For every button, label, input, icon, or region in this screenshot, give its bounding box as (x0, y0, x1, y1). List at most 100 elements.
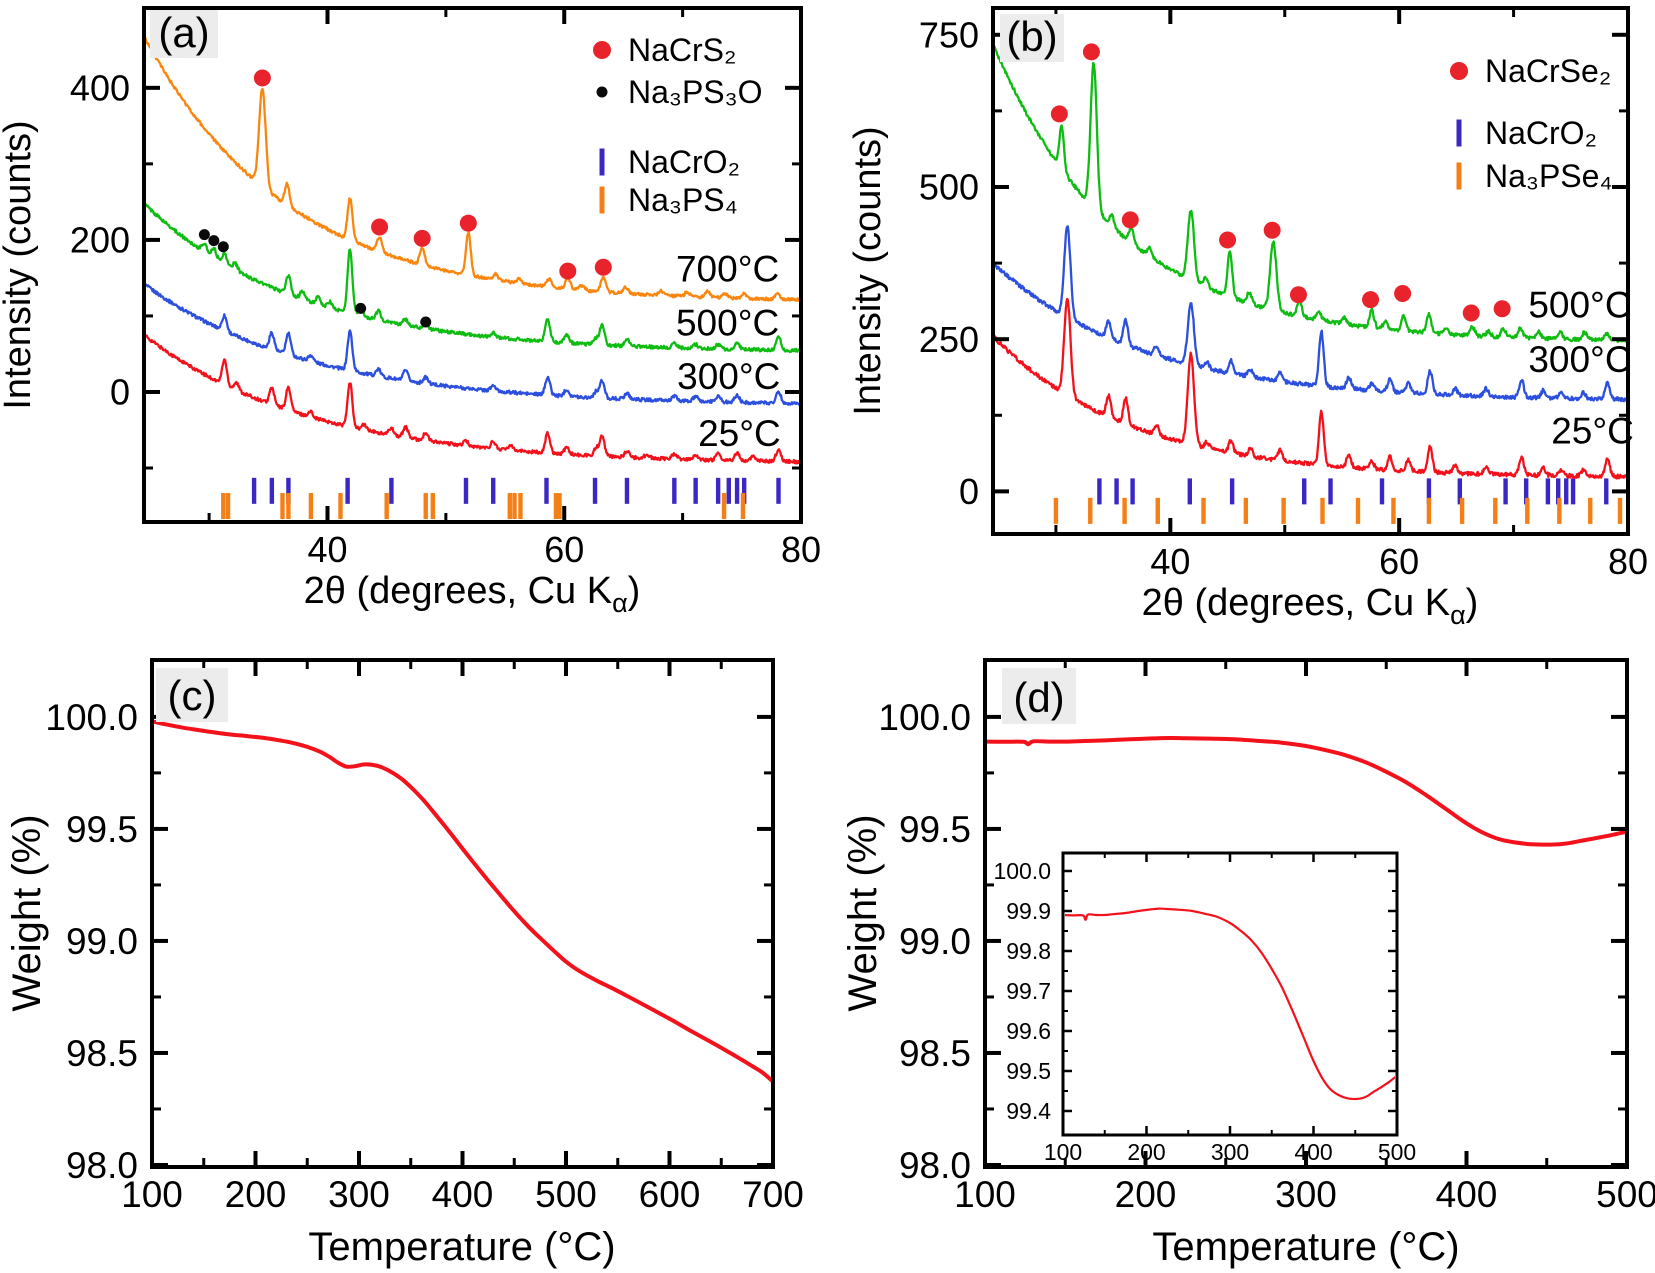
x-tick-label: 200 (1127, 1139, 1165, 1165)
y-tick-label: 0 (110, 372, 130, 413)
reference-tick (1114, 478, 1119, 505)
legend-label: NaCrS₂ (628, 32, 736, 68)
legend-label: Na₃PS₄ (628, 182, 738, 218)
series-temperature-label: 300°C (1528, 339, 1631, 380)
plot-border (150, 658, 775, 1169)
phase-marker-dot (413, 229, 431, 247)
reference-tick (553, 493, 559, 520)
reference-tick (1281, 497, 1286, 524)
phase-marker-dot (1121, 211, 1139, 229)
x-tick-label: 100 (121, 1174, 183, 1215)
inset-background (1063, 853, 1397, 1135)
x-tick-label: 80 (781, 529, 821, 570)
x-tick-label: 300 (1275, 1174, 1337, 1215)
legend-label: Na₃PS₃O (628, 74, 763, 110)
panel-d-inset: 100 200 300 400 500 100.0 99.9 99.8 99.7 99.6 99.5… (993, 851, 1416, 1165)
reference-tick (1557, 497, 1562, 524)
reference-tick (423, 493, 428, 520)
x-title-main: 2θ (degrees, Cu K (1142, 582, 1450, 624)
series-temperature-label: 700°C (676, 249, 779, 290)
x-tick-label: 500 (1596, 1174, 1655, 1215)
reference-tick (286, 477, 291, 504)
y-tick-label: 98.5 (66, 1033, 138, 1074)
panel-d-curve (987, 735, 1625, 847)
y-tick-label: 0 (959, 471, 979, 512)
legend-marker-bar (1456, 162, 1462, 190)
x-tick-label: 200 (225, 1174, 287, 1215)
xrd-curve-700°C (146, 37, 799, 303)
legend-marker-dot (596, 86, 608, 98)
reference-tick (1426, 497, 1432, 524)
reference-tick (1604, 478, 1609, 505)
phase-marker-dot (198, 229, 210, 241)
x-tick-label: 400 (1294, 1139, 1332, 1165)
panel-a-reference-ticks (221, 477, 781, 520)
reference-tick (1320, 497, 1325, 524)
phase-marker-dot (1263, 221, 1281, 239)
y-tick-label: 100.0 (45, 697, 138, 738)
reference-tick (544, 477, 549, 504)
y-tick-label: 99.6 (1006, 1018, 1051, 1044)
reference-tick (1525, 497, 1530, 524)
y-tick-label: 250 (919, 319, 979, 360)
axes-group: 100 200 300 400 500 100.0 99.5 99.0 98.5 98.0 (878, 658, 1655, 1215)
reference-tick (715, 477, 721, 504)
legend-marker-bar (599, 148, 605, 176)
xrd-curve-500°C (146, 202, 799, 354)
panel-b-reference-ticks (1053, 478, 1623, 524)
phase-marker-dot (420, 316, 432, 328)
reference-tick (776, 477, 781, 504)
axes-group: 100 200 300 400 500 100.0 99.9 99.8 99.7 99.6 99.5… (993, 851, 1416, 1165)
x-tick-label: 400 (1436, 1174, 1498, 1215)
x-tick-label: 100 (1044, 1139, 1082, 1165)
y-tick-label: 99.5 (1006, 1058, 1051, 1084)
reference-tick (1097, 478, 1102, 505)
legend-label: NaCrSe₂ (1485, 53, 1611, 89)
x-tick-label: 300 (328, 1174, 390, 1215)
xrd-curve-25°C (995, 297, 1626, 480)
y-tick-label: 400 (70, 67, 130, 108)
x-tick-label: 200 (1115, 1174, 1177, 1215)
reference-tick (1155, 497, 1160, 524)
panel-c-axes: 100 200 300 400 500 600 700 100.0 99.5 99.0 98.5 98… (45, 658, 804, 1215)
panel-a-curves (146, 37, 799, 465)
reference-tick (225, 493, 231, 520)
reference-tick (384, 493, 389, 520)
panel-b-letter: (b) (1006, 13, 1057, 60)
reference-tick (1328, 478, 1333, 505)
reference-tick (1187, 478, 1192, 505)
reference-tick (741, 477, 747, 504)
inset-tga-curve (1065, 907, 1395, 1101)
series-temperature-label: 25°C (698, 413, 781, 454)
x-tick-label: 300 (1211, 1139, 1249, 1165)
phase-marker-dot (1050, 105, 1068, 123)
panel-c-curve (154, 719, 771, 1083)
reference-tick (518, 493, 523, 520)
panel-a-axes: 40 60 80 400 200 0 (70, 6, 821, 570)
x-tick-label: 40 (1150, 541, 1190, 582)
legend-marker-bar (1456, 119, 1462, 147)
plot-border (1061, 851, 1399, 1137)
phase-marker-dot (253, 69, 271, 87)
reference-tick (286, 493, 291, 520)
series-temperature-label: 500°C (676, 303, 779, 344)
x-tick-label: 400 (432, 1174, 494, 1215)
phase-marker-dot (208, 235, 220, 247)
reference-tick (1130, 478, 1135, 505)
reference-tick (672, 477, 677, 504)
axes-group: 100 200 300 400 500 600 700 100.0 99.5 99.0 98.5 98… (45, 658, 804, 1215)
legend-marker-bar (599, 186, 605, 214)
reference-tick (1570, 478, 1576, 505)
reference-tick (721, 493, 727, 520)
panel-a-y-axis-title: Intensity (counts) (0, 120, 39, 409)
phase-marker-dot (1289, 286, 1307, 304)
y-tick-label: 99.7 (1006, 978, 1051, 1004)
reference-tick (734, 477, 740, 504)
reference-tick (512, 493, 517, 520)
y-tick-label: 200 (70, 220, 130, 261)
legend-label: NaCrO₂ (1485, 115, 1597, 151)
panel-c-x-axis-title: Temperature (°C) (308, 1225, 615, 1269)
ref-row-NaCrO₂ (1097, 478, 1609, 505)
panel-a-peak-markers (198, 69, 612, 328)
